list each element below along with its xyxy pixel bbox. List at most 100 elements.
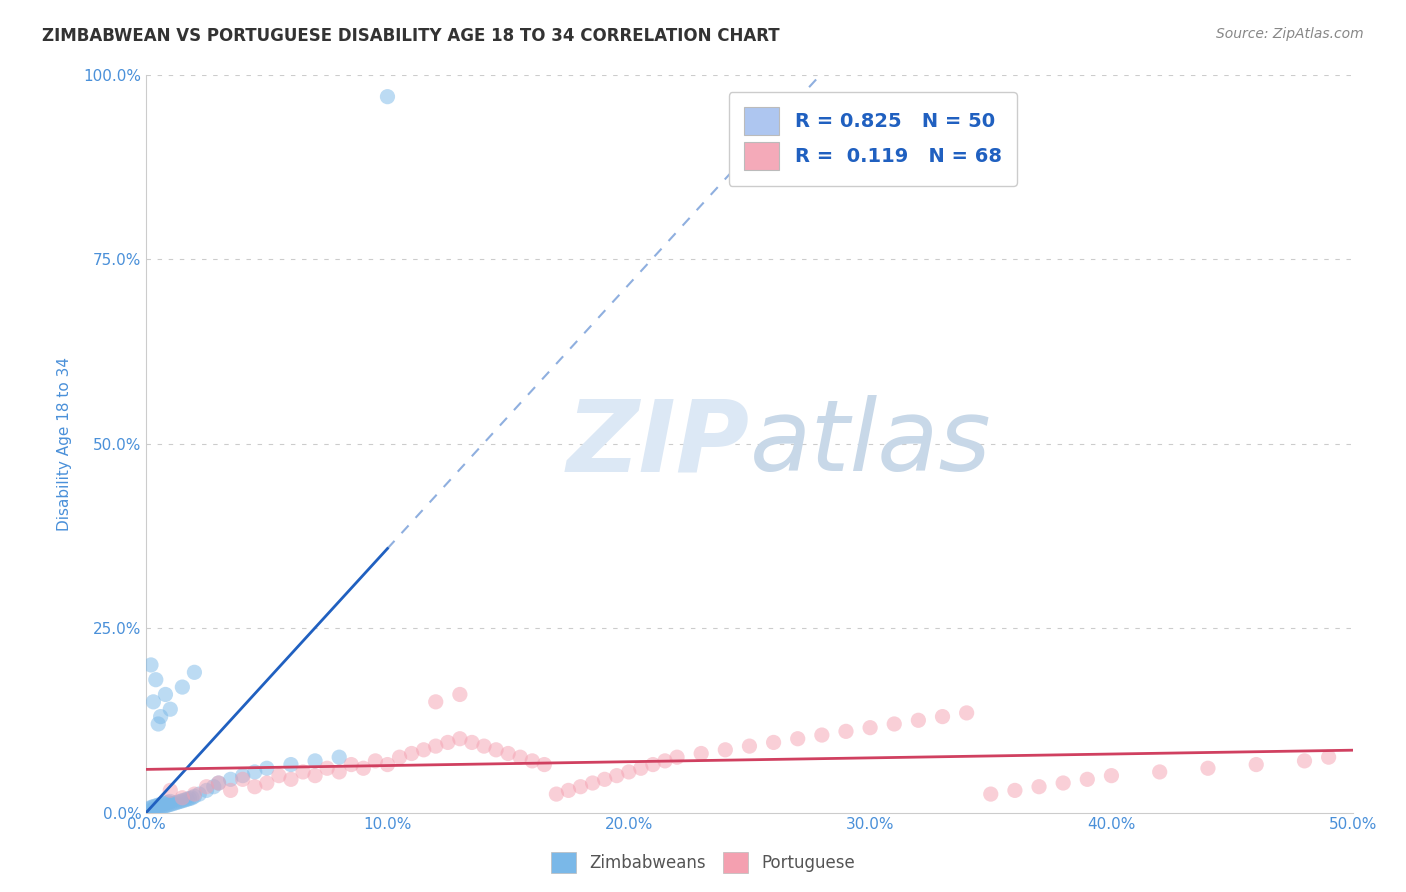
Point (172, 680, 194, 694)
Legend: R = 0.825   N = 50, R =  0.119   N = 68: R = 0.825 N = 50, R = 0.119 N = 68 (728, 92, 1018, 186)
Point (202, 780, 225, 794)
Point (738, 739, 761, 753)
Point (148, 717, 170, 731)
Point (207, 776, 229, 790)
Point (449, 731, 471, 746)
Point (883, 717, 905, 731)
Point (139, 657, 162, 672)
Point (159, 783, 181, 797)
Point (145, 673, 167, 687)
Point (183, 787, 205, 801)
Point (641, 757, 664, 772)
Point (172, 790, 194, 805)
Point (267, 769, 290, 783)
Point (232, 769, 254, 783)
Point (907, 713, 929, 727)
Point (152, 797, 174, 811)
Point (138, 802, 160, 816)
Point (243, 764, 266, 779)
Point (859, 721, 882, 735)
Text: Source: ZipAtlas.com: Source: ZipAtlas.com (1216, 27, 1364, 41)
Point (139, 803, 162, 817)
Point (557, 783, 579, 797)
Point (166, 795, 188, 809)
Point (606, 769, 628, 783)
Point (472, 739, 495, 753)
Point (142, 695, 165, 709)
Point (1317, 750, 1340, 764)
Point (425, 695, 447, 709)
Point (786, 731, 808, 746)
Point (145, 802, 167, 816)
Point (980, 787, 1002, 801)
Point (155, 688, 177, 702)
Text: ZIP: ZIP (567, 395, 749, 492)
Point (436, 735, 458, 749)
Point (148, 801, 170, 815)
Point (931, 709, 953, 723)
Point (352, 761, 374, 775)
Point (388, 750, 411, 764)
Point (155, 796, 177, 810)
Point (581, 776, 603, 790)
Point (762, 735, 785, 749)
Point (159, 795, 181, 809)
Point (188, 787, 211, 801)
Point (159, 797, 181, 812)
Point (328, 750, 350, 764)
Point (449, 688, 471, 702)
Point (183, 665, 205, 680)
Point (1294, 754, 1316, 768)
Point (142, 803, 165, 817)
Point (654, 754, 676, 768)
Point (149, 797, 172, 812)
Point (522, 754, 544, 768)
Point (546, 787, 568, 801)
Point (666, 750, 689, 764)
Text: atlas: atlas (749, 395, 991, 492)
Point (1244, 757, 1267, 772)
Point (145, 798, 167, 813)
Point (485, 743, 508, 757)
Point (292, 764, 315, 779)
Point (139, 800, 162, 814)
Point (280, 757, 302, 772)
Point (425, 739, 447, 753)
Point (280, 772, 302, 787)
Point (714, 743, 737, 757)
Point (181, 790, 204, 805)
Point (1028, 780, 1050, 794)
Point (1197, 761, 1219, 775)
Point (169, 795, 191, 809)
Point (328, 764, 350, 779)
Point (461, 735, 484, 749)
Point (159, 702, 181, 716)
Point (149, 709, 172, 723)
Point (1099, 769, 1122, 783)
Point (173, 793, 195, 807)
Point (316, 761, 339, 775)
Point (496, 747, 519, 761)
Point (155, 798, 177, 813)
Point (219, 783, 242, 797)
Point (195, 780, 218, 794)
Y-axis label: Disability Age 18 to 34: Disability Age 18 to 34 (58, 357, 72, 531)
Point (156, 798, 179, 813)
Point (152, 799, 174, 814)
Point (377, 757, 399, 772)
Point (304, 769, 326, 783)
Point (232, 772, 254, 787)
Point (617, 764, 640, 779)
Point (179, 791, 201, 805)
Point (183, 789, 205, 804)
Point (1076, 772, 1098, 787)
Point (340, 757, 363, 772)
Point (811, 728, 834, 742)
Point (256, 761, 278, 775)
Point (243, 780, 266, 794)
Point (835, 724, 858, 739)
Point (176, 792, 198, 806)
Point (156, 795, 179, 809)
Point (142, 799, 165, 814)
Point (148, 798, 170, 813)
